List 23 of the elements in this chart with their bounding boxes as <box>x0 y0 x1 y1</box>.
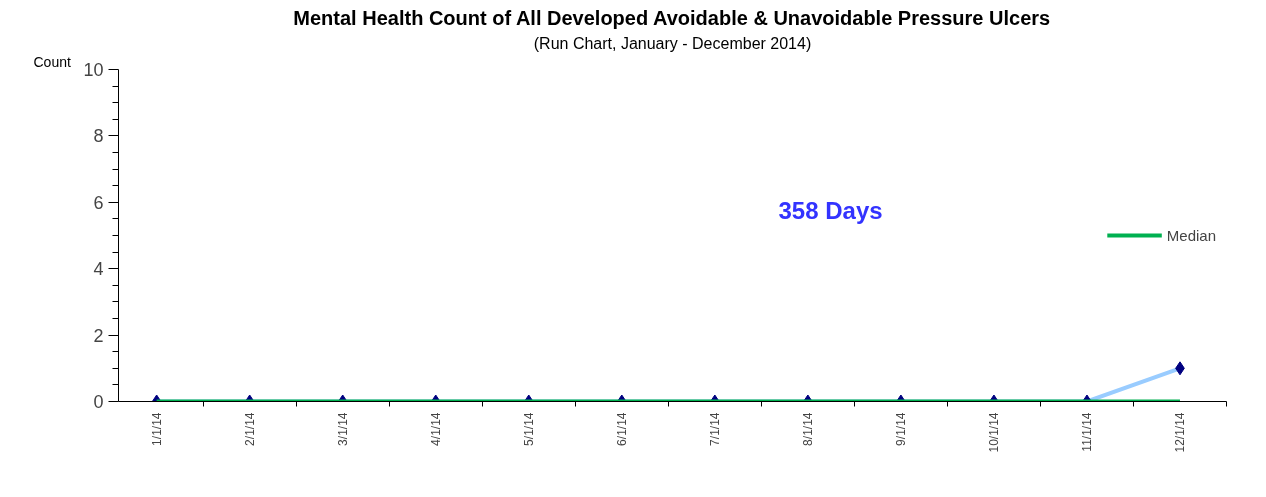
y-tick-label: 6 <box>93 192 104 213</box>
y-axis-title: Count <box>33 53 71 70</box>
x-tick-label: 12/1/14 <box>1172 412 1187 453</box>
x-tick-label: 5/1/14 <box>521 412 536 446</box>
x-tick-label: 8/1/14 <box>800 412 815 446</box>
y-tick-label: 2 <box>93 325 104 346</box>
x-tick-label: 4/1/14 <box>428 412 443 446</box>
x-tick-label: 11/1/14 <box>1079 412 1094 452</box>
y-tick-label: 0 <box>93 392 104 412</box>
y-tick-label: 8 <box>93 126 104 147</box>
chart-title: Mental Health Count of All Developed Avoidable & Unavoidable Pressure Ulcers <box>293 6 1051 29</box>
x-tick-label: 10/1/14 <box>986 412 1001 453</box>
annotation: 358 Days <box>778 196 883 224</box>
x-tick-label: 9/1/14 <box>893 412 908 446</box>
y-tick-label: 10 <box>83 60 104 80</box>
legend-label: Median <box>1166 226 1216 244</box>
x-tick-label: 1/1/14 <box>149 412 164 446</box>
x-tick-label: 2/1/14 <box>242 412 257 446</box>
y-tick-label: 4 <box>93 259 104 280</box>
x-tick-label: 3/1/14 <box>335 412 350 446</box>
x-tick-label: 7/1/14 <box>707 412 722 446</box>
x-tick-label: 6/1/14 <box>614 412 629 446</box>
chart-subtitle: (Run Chart, January - December 2014) <box>533 34 812 52</box>
